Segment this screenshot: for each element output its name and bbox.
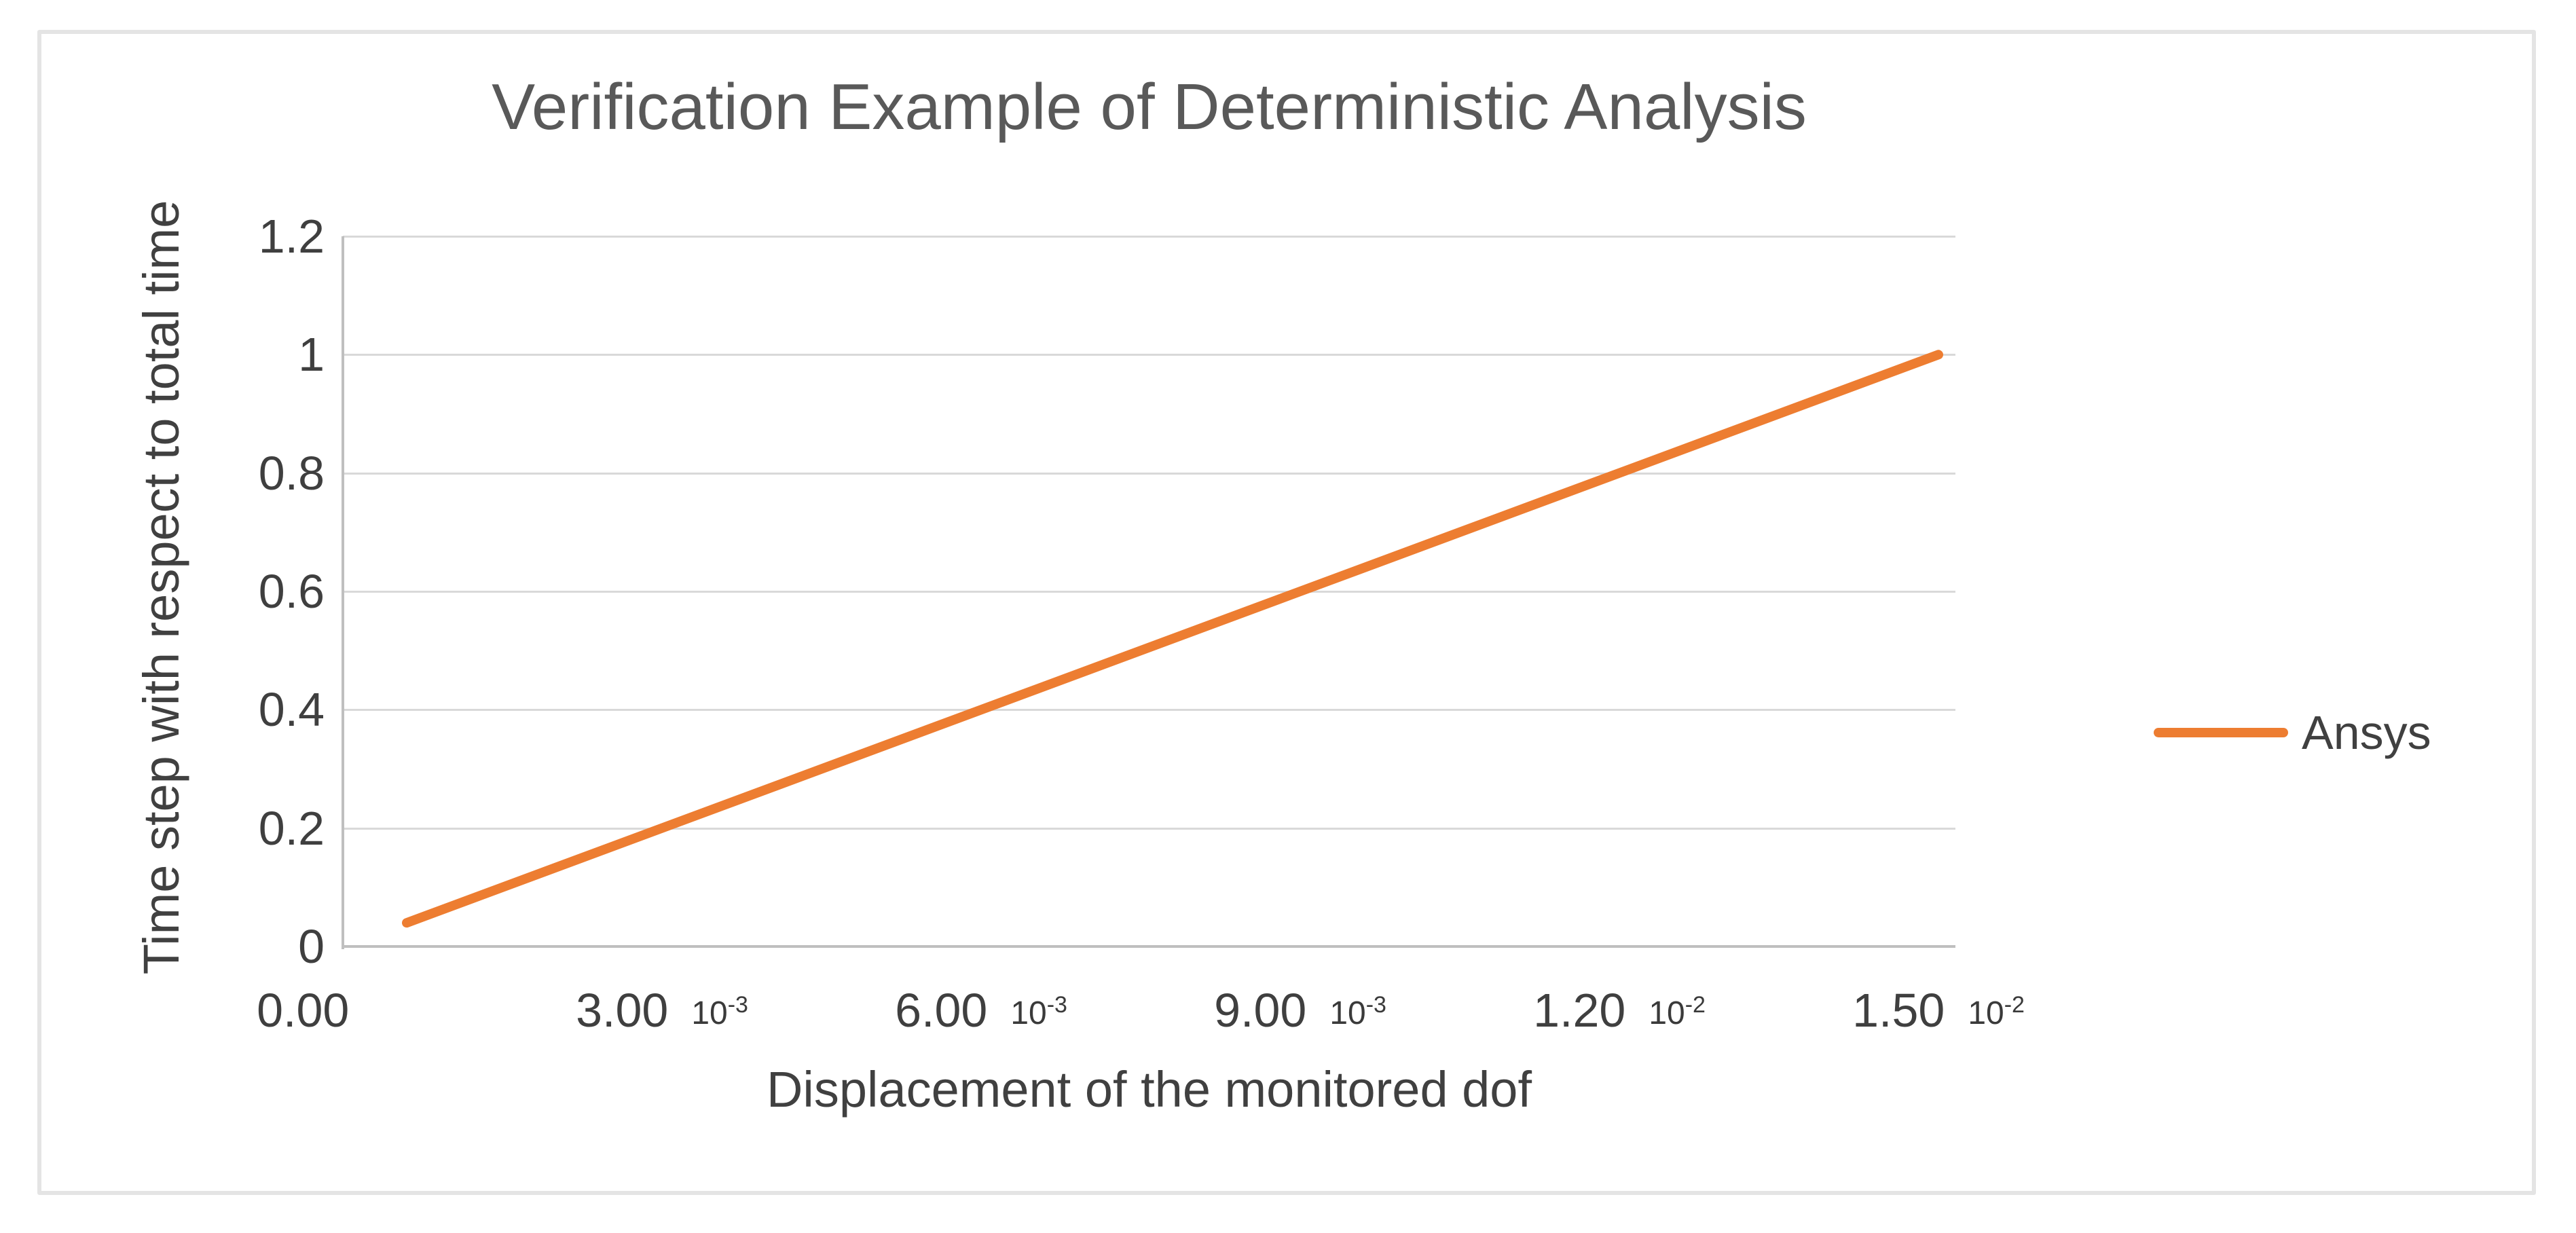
x-tick-label: 1.50 10-2 xyxy=(1852,984,2025,1037)
x-tick-label: 6.00 10-3 xyxy=(895,984,1067,1037)
legend-line-swatch-ansys xyxy=(2154,728,2288,737)
y-tick-label: 0.2 xyxy=(258,801,325,855)
gridline-y-0.6 xyxy=(343,591,1955,593)
series-line-ansys xyxy=(402,350,1943,928)
y-tick-label: 1 xyxy=(298,328,325,382)
y-axis-line xyxy=(342,236,344,949)
x-tick-label: 1.20 10-2 xyxy=(1533,984,1706,1037)
y-tick-label: 1.2 xyxy=(258,210,325,263)
chart-frame-border xyxy=(37,30,2536,1195)
x-axis-title: Displacement of the monitored dof xyxy=(766,1061,1532,1118)
y-axis-title: Time step with respect to total time xyxy=(133,200,189,975)
y-tick-label: 0 xyxy=(298,920,325,973)
gridline-y-0.4 xyxy=(343,709,1955,712)
plot-area xyxy=(343,236,1955,946)
y-tick-label: 0.8 xyxy=(258,446,325,500)
x-tick-label: 3.00 10-3 xyxy=(576,984,748,1037)
gridline-y-1 xyxy=(343,354,1955,356)
chart-title: Verification Example of Deterministic An… xyxy=(492,71,1807,143)
x-axis-line xyxy=(342,945,1955,948)
legend: Ansys xyxy=(2139,699,2519,774)
legend-label-ansys: Ansys xyxy=(2302,706,2431,759)
gridline-y-0.8 xyxy=(343,472,1955,475)
y-tick-label: 0.4 xyxy=(258,683,325,737)
gridline-y-0.2 xyxy=(343,827,1955,830)
y-tick-label: 0.6 xyxy=(258,565,325,618)
gridline-y-1.2 xyxy=(343,236,1955,238)
x-tick-label: 9.00 10-3 xyxy=(1214,984,1386,1037)
